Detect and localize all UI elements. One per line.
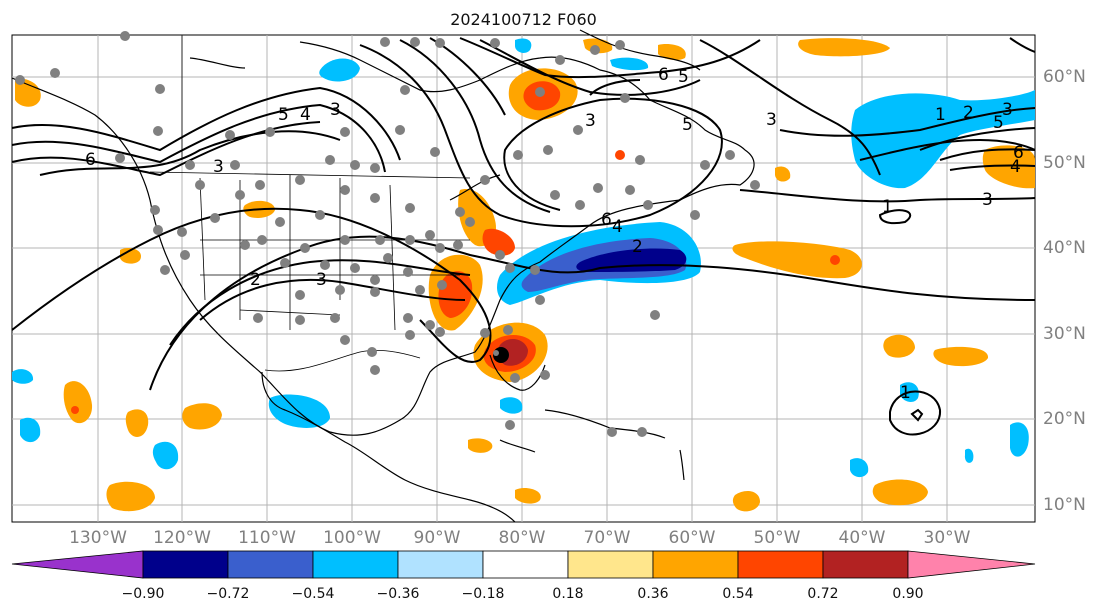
borders <box>149 35 471 372</box>
contour-label: 3 <box>766 110 777 130</box>
lon-label: 40°W <box>838 528 886 548</box>
lon-label: 110°W <box>238 528 296 548</box>
lat-label: 20°N <box>1043 409 1086 429</box>
colorbar-tick: −0.36 <box>376 586 420 602</box>
contour-label: 6 <box>601 210 612 230</box>
lon-label: 130°W <box>69 528 127 548</box>
contour-label: 3 <box>213 157 224 177</box>
contour-label: 3 <box>316 270 327 290</box>
colorbar-tick: 0.72 <box>807 586 839 602</box>
colorbar-tick: 0.18 <box>552 586 584 602</box>
colorbar <box>11 550 1036 579</box>
contour-label: 6 <box>1013 143 1024 163</box>
contour-label: 4 <box>300 105 311 125</box>
contour-label: 3 <box>585 111 596 131</box>
colorbar-extend-high <box>907 550 1036 579</box>
contour-label: 1 <box>900 383 911 403</box>
contour-label: 2 <box>632 237 643 257</box>
lon-label: 30°W <box>923 528 971 548</box>
contour-label: 6 <box>658 65 669 85</box>
contour-label: 3 <box>982 190 993 210</box>
contour-label: 1 <box>935 105 946 125</box>
shading-positive <box>15 38 1035 512</box>
colorbar-extend-low <box>11 550 144 579</box>
contours <box>11 37 1036 436</box>
contour-label: 2 <box>963 103 974 123</box>
colorbar-tick: −0.18 <box>461 586 505 602</box>
colorbar-tick: 0.36 <box>637 586 669 602</box>
contour-label: 6 <box>85 150 96 170</box>
colorbar-tick: 0.54 <box>722 586 754 602</box>
colorbar-tick: −0.90 <box>121 586 165 602</box>
lon-label: 90°W <box>413 528 461 548</box>
map-title: 2024100712 F060 <box>450 10 597 29</box>
lat-label: 30°N <box>1043 324 1086 344</box>
lon-label: 70°W <box>583 528 631 548</box>
lat-label: 50°N <box>1043 153 1086 173</box>
contour-label: 4 <box>612 217 623 237</box>
contour-label: 3 <box>1002 100 1013 120</box>
lon-label: 120°W <box>153 528 211 548</box>
contour-label: 5 <box>278 105 289 125</box>
lon-label: 60°W <box>668 528 716 548</box>
contour-label: 5 <box>678 67 689 87</box>
lat-label: 40°N <box>1043 238 1086 258</box>
lat-label: 60°N <box>1043 67 1086 87</box>
contour-label: 5 <box>682 115 693 135</box>
station-markers <box>15 31 760 437</box>
lon-label: 100°W <box>323 528 381 548</box>
contour-label: 3 <box>330 100 341 120</box>
colorbar-tick: −0.72 <box>206 586 250 602</box>
contour-labels: 6 5 4 3 6 5 3 3 2 6 5 4 3 2 1 3 3 1 1 2 … <box>85 65 1024 403</box>
colorbar-tick: −0.54 <box>291 586 335 602</box>
contour-label: 1 <box>882 197 893 217</box>
lon-label: 80°W <box>498 528 546 548</box>
contour-label: 4 <box>1010 157 1021 177</box>
contour-label: 2 <box>250 270 261 290</box>
lon-label: 50°W <box>753 528 801 548</box>
colorbar-tick: 0.90 <box>892 586 924 602</box>
lat-label: 10°N <box>1043 495 1086 515</box>
contour-label: 5 <box>993 113 1004 133</box>
